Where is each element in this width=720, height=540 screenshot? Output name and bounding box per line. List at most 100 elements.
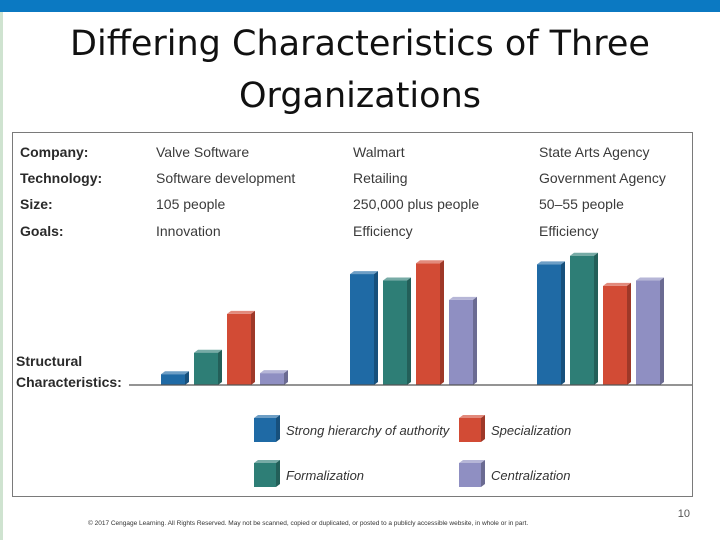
bar-face (260, 373, 284, 385)
bar (383, 277, 411, 385)
row-label: Technology: (20, 170, 102, 186)
page-number: 10 (677, 508, 690, 520)
bar-side (251, 310, 255, 385)
chart-canvas: Company: Technology: Size: Goals: Valve Sof… (16, 144, 692, 487)
bar-side (440, 260, 444, 385)
row-labels: Company: Technology: Size: Goals: (20, 144, 102, 239)
bar-face (227, 313, 251, 385)
legend-swatch-top (459, 415, 485, 418)
bar-side (627, 282, 631, 385)
attribute-value: Software development (156, 170, 295, 186)
y-axis-label-line: Characteristics: (16, 374, 122, 390)
bar-face (537, 264, 561, 385)
row-label: Size: (20, 196, 53, 212)
legend-swatch (254, 463, 276, 487)
bar-top (537, 261, 565, 265)
bar-side (374, 271, 378, 385)
bar-face (416, 263, 440, 385)
bar (416, 260, 444, 385)
top-accent-bar (0, 0, 720, 12)
bar-top (194, 349, 222, 353)
bar-face (449, 299, 473, 385)
legend-label: Specialization (491, 423, 571, 438)
legend: Strong hierarchy of authority Formalizati… (254, 415, 571, 487)
slide-title-line-2: Organizations (239, 76, 481, 116)
bar-face (570, 255, 594, 385)
legend-label: Centralization (491, 468, 571, 483)
bar-side (218, 349, 222, 385)
row-label: Company: (20, 144, 88, 160)
bar (570, 252, 598, 385)
bar-top (570, 252, 598, 256)
legend-item: Centralization (459, 460, 571, 487)
bar-top (227, 310, 255, 314)
copyright-footer: © 2017 Cengage Learning. All Rights Rese… (88, 520, 529, 527)
legend-swatch-side (276, 460, 280, 487)
legend-swatch (254, 418, 276, 442)
bar (161, 371, 189, 385)
chart-figure: Company: Technology: Size: Goals: Valve Sof… (12, 132, 693, 497)
bar-side (473, 296, 477, 385)
legend-swatch (459, 418, 481, 442)
bar (260, 370, 288, 385)
y-axis-label: Structural Characteristics: (16, 353, 122, 390)
bar-side (185, 371, 189, 385)
attribute-value: Government Agency (539, 170, 666, 186)
slide-title: Differing Characteristics of Three Organ… (40, 18, 680, 122)
attribute-value: 50–55 people (539, 196, 624, 212)
attribute-value: Retailing (353, 170, 407, 186)
bar-face (383, 280, 407, 385)
bars (161, 252, 664, 385)
bar (636, 277, 664, 385)
bar-top (603, 282, 631, 286)
legend-item: Formalization (254, 460, 364, 487)
legend-swatch-side (481, 415, 485, 442)
bar-top (350, 271, 378, 275)
legend-swatch-side (481, 460, 485, 487)
attribute-value: State Arts Agency (539, 144, 650, 160)
legend-label: Formalization (286, 468, 364, 483)
legend-label: Strong hierarchy of authority (286, 423, 451, 438)
bar (350, 271, 378, 385)
attribute-value: Efficiency (539, 223, 599, 239)
attribute-value: Valve Software (156, 144, 249, 160)
row-label: Goals: (20, 223, 64, 239)
legend-swatch-side (276, 415, 280, 442)
bar-top (636, 277, 664, 281)
bar-side (561, 261, 565, 385)
bar-top (260, 370, 288, 374)
bar-face (161, 374, 185, 385)
bar-face (194, 352, 218, 385)
bar-top (383, 277, 411, 281)
bar-side (284, 370, 288, 385)
bar (194, 349, 222, 385)
bar-side (660, 277, 664, 385)
bar (449, 296, 477, 385)
legend-swatch-top (254, 460, 280, 463)
bar-side (594, 252, 598, 385)
slide-title-line-1: Differing Characteristics of Three (70, 24, 650, 64)
bar-top (449, 296, 477, 300)
bar (227, 310, 255, 385)
bar (537, 261, 565, 385)
attribute-value: 105 people (156, 196, 226, 212)
company-attributes: Valve Software Software development 105 pe… (156, 144, 666, 239)
left-accent-bar (0, 12, 3, 540)
legend-swatch-top (254, 415, 280, 418)
attribute-value: Innovation (156, 223, 221, 239)
bar-face (636, 280, 660, 385)
bar-top (416, 260, 444, 264)
legend-swatch-top (459, 460, 485, 463)
attribute-value: 250,000 plus people (353, 196, 479, 212)
legend-swatch (459, 463, 481, 487)
bar-face (350, 274, 374, 385)
bar (603, 282, 631, 385)
attribute-value: Efficiency (353, 223, 413, 239)
bar-face (603, 285, 627, 385)
bar-side (407, 277, 411, 385)
y-axis-label-line: Structural (16, 353, 82, 369)
attribute-value: Walmart (353, 144, 405, 160)
bar-top (161, 371, 189, 375)
legend-item: Strong hierarchy of authority (254, 415, 451, 442)
legend-item: Specialization (459, 415, 571, 442)
